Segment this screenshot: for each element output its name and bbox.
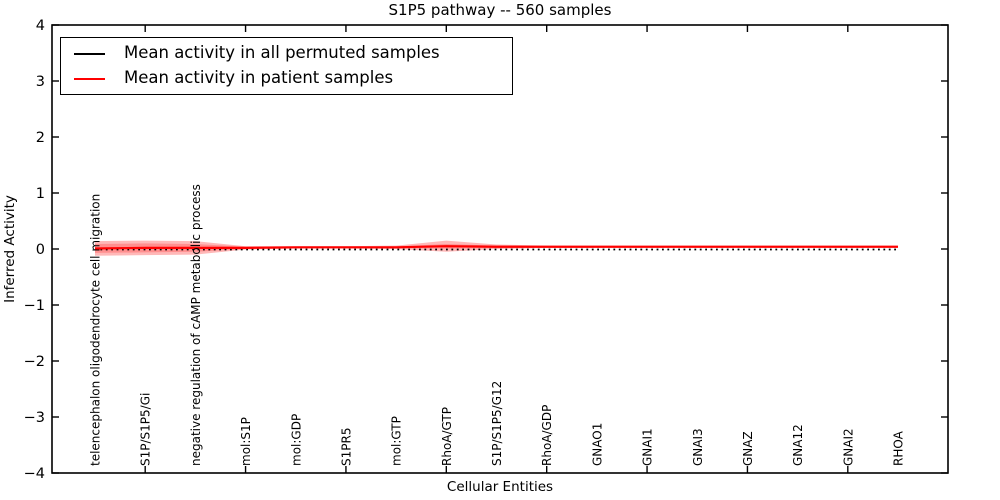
x-category-label: S1P/S1P5/G12	[490, 381, 504, 466]
y-tick-label: −2	[24, 354, 45, 370]
y-tick-label: −1	[24, 298, 45, 314]
y-tick-label: 1	[36, 186, 45, 202]
y-tick-label: 2	[36, 130, 45, 146]
y-axis-title: Inferred Activity	[2, 195, 18, 303]
y-tick-label: −4	[24, 466, 45, 482]
x-category-label: S1PR5	[339, 428, 353, 466]
band-outer	[95, 240, 898, 256]
y-tick-label: 0	[36, 242, 45, 258]
chart-title: S1P5 pathway -- 560 samples	[388, 1, 612, 19]
x-category-label: GNAO1	[590, 423, 604, 466]
permuted-line-swatch	[74, 52, 105, 55]
legend-label-permuted: Mean activity in all permuted samples	[124, 43, 440, 63]
y-tick-label: −3	[24, 410, 45, 426]
patient-mean-line	[94, 245, 898, 250]
x-category-label: GNAZ	[741, 431, 755, 466]
x-category-label: GNAI1	[641, 428, 655, 466]
legend-item-permuted: Mean activity in all permuted samples	[61, 45, 512, 62]
x-category-label: RhoA/GDP	[540, 405, 554, 466]
legend-item-patient: Mean activity in patient samples	[61, 70, 512, 87]
legend: Mean activity in all permuted samples Me…	[60, 37, 513, 95]
x-category-label: negative regulation of cAMP metabolic pr…	[189, 184, 203, 466]
patient-line-swatch	[74, 77, 105, 80]
legend-label-patient: Mean activity in patient samples	[124, 68, 394, 88]
x-category-label: GNAI3	[691, 428, 705, 466]
x-category-label: mol:GTP	[390, 416, 404, 466]
x-category-label: GNA12	[791, 424, 805, 466]
x-category-label: GNAI2	[841, 428, 855, 466]
y-tick-label: 3	[36, 74, 45, 90]
x-category-label: RhoA/GTP	[440, 407, 454, 466]
x-category-label: telencephalon oligodendrocyte cell migra…	[89, 194, 103, 466]
x-category-label: mol:S1P	[239, 417, 253, 466]
y-tick-label: 4	[36, 18, 45, 34]
x-category-label: S1P/S1P5/Gi	[139, 393, 153, 466]
x-axis-title: Cellular Entities	[446, 479, 554, 495]
x-category-label: mol:GDP	[289, 414, 303, 466]
x-category-label: RHOA	[892, 430, 906, 466]
